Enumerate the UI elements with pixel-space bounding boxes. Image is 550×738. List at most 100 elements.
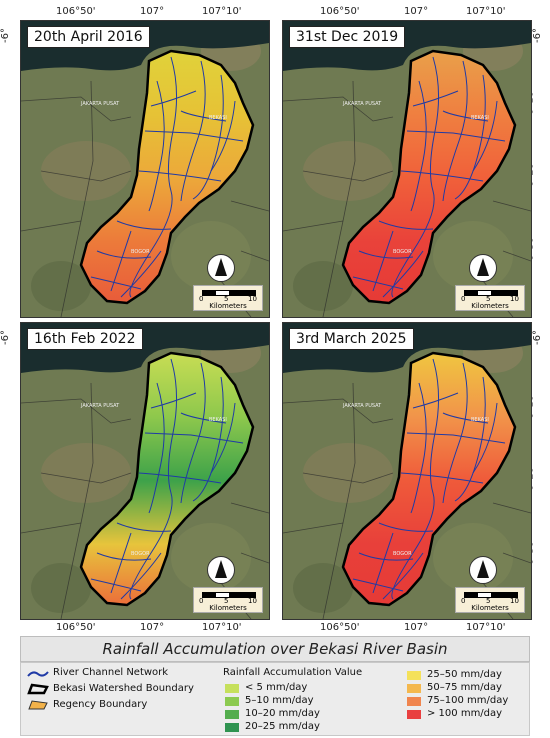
river-channel (120, 250, 162, 298)
river-channel (116, 522, 172, 532)
map-canvas (283, 323, 531, 619)
river-channel (150, 90, 197, 107)
panel-date-title: 31st Dec 2019 (289, 26, 406, 48)
river-channel (90, 578, 142, 592)
place-label: JAKARTA PUSAT (81, 101, 120, 107)
legend-class-swatch (407, 684, 421, 693)
left-lat-label: -6° (0, 28, 11, 43)
panel-date-title: 16th Feb 2022 (27, 328, 143, 350)
river-channel (148, 80, 165, 212)
right-lat-label: -6° (531, 330, 543, 345)
regency-boundary-line (230, 200, 269, 212)
top-lon-label: 106°50' (320, 6, 360, 17)
scale-tick: 10 (510, 597, 519, 605)
place-label: BEKASI (209, 417, 227, 423)
river-channel (148, 382, 165, 514)
terrain-patch (171, 221, 251, 291)
river-channel (138, 472, 222, 484)
north-arrow-icon (469, 254, 497, 282)
terrain-patch (41, 141, 131, 201)
scale-tick: 0 (461, 597, 466, 605)
bottom-lon-label: 107°10' (202, 622, 242, 633)
scale-bar: 0 5 10 Kilometers (455, 285, 525, 311)
regency-boundary-line (492, 200, 531, 212)
legend-class-label: < 5 mm/day (245, 682, 308, 693)
scale-tick: 5 (224, 597, 229, 605)
terrain-patch (171, 523, 251, 593)
river-channel (400, 472, 484, 484)
river-channel (192, 74, 224, 200)
legend-class-swatch (225, 723, 239, 732)
river-channel (400, 170, 484, 182)
scale-tick: 0 (461, 295, 466, 303)
regency-boundary-line (283, 522, 344, 534)
place-label: BOGOR (131, 551, 150, 557)
legend-class-swatch (225, 710, 239, 719)
river-channel (412, 90, 459, 107)
legend-class-swatch (407, 671, 421, 680)
legend-class-swatch (225, 697, 239, 706)
place-label: BEKASI (471, 417, 489, 423)
north-arrow-icon (207, 556, 235, 584)
panel-date-title: 20th April 2016 (27, 26, 150, 48)
bekasi-watershed (79, 351, 255, 607)
river-channel (138, 170, 222, 182)
regency-boundary-line (322, 382, 356, 619)
left-lat-label: -6°30' (0, 538, 3, 569)
regency-boundary-line (21, 96, 132, 122)
legend-watershed-label: Bekasi Watershed Boundary (53, 683, 194, 694)
regency-boundary-line (492, 502, 531, 514)
legend: River Channel Network Bekasi Watershed B… (20, 662, 530, 736)
regency-boundary-line (240, 552, 269, 564)
legend-value-title: Rainfall Accumulation Value (223, 667, 363, 678)
river-channel (110, 532, 132, 594)
north-arrow-icon (207, 254, 235, 282)
river-channel (410, 382, 427, 514)
regency-boundary-line (283, 220, 344, 232)
river-channel (382, 250, 424, 298)
map-panel: JAKARTA PUSAT BEKASI BOGOR 16th Feb 2022 0 5 1… (20, 322, 270, 620)
place-label: JAKARTA PUSAT (343, 101, 382, 107)
top-lon-label: 107° (404, 6, 429, 17)
scale-bar: 0 5 10 Kilometers (193, 285, 263, 311)
top-lon-label: 106°50' (56, 6, 96, 17)
place-label: BOGOR (393, 551, 412, 557)
bekasi-watershed (341, 351, 517, 607)
legend-class-label: 25–50 mm/day (427, 669, 502, 680)
bottom-lon-label: 107° (404, 622, 429, 633)
map-panel: JAKARTA PUSAT BEKASI BOGOR 3rd March 2025 0 5… (282, 322, 532, 620)
regency-boundary-line (283, 96, 394, 122)
river-channel (378, 220, 434, 230)
bottom-lon-label: 107°10' (466, 622, 506, 633)
river-channel (144, 130, 244, 142)
legend-class-label: 20–25 mm/day (245, 721, 320, 732)
river-channel (406, 130, 506, 142)
top-lon-label: 107° (140, 6, 165, 17)
terrain-patch (303, 443, 393, 503)
place-label: JAKARTA PUSAT (81, 403, 120, 409)
terrain-patch (433, 523, 513, 593)
scale-tick: 5 (486, 295, 491, 303)
regency-boundary-line (40, 170, 132, 182)
north-arrow-icon (469, 556, 497, 584)
river-channel (372, 532, 394, 594)
panel-date-title: 3rd March 2025 (289, 328, 414, 350)
river-channel (110, 230, 132, 292)
scale-unit: Kilometers (209, 302, 247, 310)
scale-tick: 5 (486, 597, 491, 605)
bottom-lon-label: 106°50' (320, 622, 360, 633)
river-channel (391, 56, 440, 298)
terrain-patch (31, 563, 91, 613)
regency-boundary-line (502, 250, 531, 262)
river-channel (352, 276, 404, 290)
scale-bar: 0 5 10 Kilometers (455, 587, 525, 613)
place-label: JAKARTA PUSAT (343, 403, 382, 409)
river-channel (378, 522, 434, 532)
map-panel: JAKARTA PUSAT BEKASI BOGOR 31st Dec 2019 0 5 1… (282, 20, 532, 318)
river-channel (391, 358, 440, 600)
river-channel (180, 60, 206, 202)
bekasi-watershed (79, 49, 255, 305)
top-lon-label: 107°10' (466, 6, 506, 17)
regency-boundary-icon (28, 700, 48, 710)
scale-tick: 0 (199, 597, 204, 605)
